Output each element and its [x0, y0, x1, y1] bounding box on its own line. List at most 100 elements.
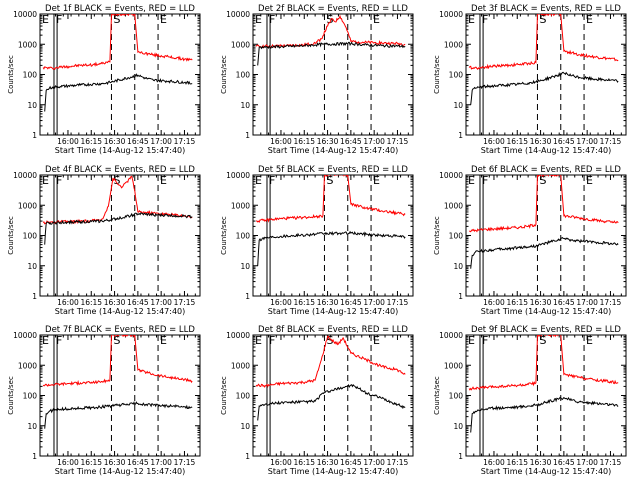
x-tick-label: 16:30	[317, 458, 339, 467]
y-tick-label: 100	[236, 71, 251, 80]
y-tick-label: 100	[236, 392, 251, 401]
marker-label: E	[255, 13, 262, 26]
panel-title: Det 4f BLACK = Events, RED = LLD	[45, 165, 195, 175]
marker-label: E	[468, 13, 475, 26]
x-tick-label: 16:15	[293, 137, 315, 146]
y-tick-label: 10	[240, 262, 250, 271]
y-tick-label: 1	[458, 292, 463, 301]
y-tick-label: 1000	[18, 40, 37, 49]
x-tick-label: 16:15	[506, 137, 528, 146]
series-line-events	[44, 73, 193, 112]
y-tick-label: 1000	[444, 40, 463, 49]
y-tick-label: 10	[27, 262, 37, 271]
marker-label: E	[42, 13, 49, 26]
y-axis-label: Counts/sec	[433, 216, 441, 255]
series-line-events	[470, 236, 619, 269]
y-tick-label: 1	[458, 452, 463, 461]
chart-panel-1: Det 1f BLACK = Events, RED = LLD 1 10 100 10…	[7, 4, 201, 155]
chart-panel-3: Det 3f BLACK = Events, RED = LLD 1 10 100 10…	[433, 4, 627, 155]
y-tick-label: 10000	[13, 10, 37, 19]
marker-label: F	[269, 13, 275, 26]
series-line-lld	[468, 14, 619, 71]
marker-label: F	[56, 174, 62, 187]
x-tick-label: 16:15	[506, 298, 528, 307]
marker-label: S	[113, 13, 120, 26]
series-line-lld	[42, 14, 193, 70]
x-tick-label: 16:30	[317, 298, 339, 307]
x-tick-label: 16:00	[483, 137, 505, 146]
x-tick-label: 16:00	[483, 458, 505, 467]
y-axis-label: Counts/sec	[433, 376, 441, 415]
x-tick-label: 16:30	[530, 458, 552, 467]
marker-label: S	[539, 13, 546, 26]
x-tick-label: 16:15	[80, 458, 102, 467]
y-tick-label: 100	[449, 232, 464, 241]
x-tick-label: 16:45	[127, 458, 149, 467]
x-tick-label: 16:15	[80, 137, 102, 146]
x-tick-label: 16:45	[127, 137, 149, 146]
series-line-events	[44, 212, 193, 245]
y-tick-label: 1000	[231, 201, 250, 210]
y-tick-label: 1	[245, 292, 250, 301]
y-tick-label: 1000	[231, 40, 250, 49]
chart-panel-7: Det 7f BLACK = Events, RED = LLD 1 10 100 10…	[7, 325, 201, 476]
x-axis-label: Start Time (14-Aug-12 15:47:40)	[55, 146, 186, 155]
x-tick-label: 16:30	[530, 298, 552, 307]
marker-label: E	[255, 334, 262, 347]
x-axis-label: Start Time (14-Aug-12 15:47:40)	[268, 467, 399, 476]
y-tick-label: 10000	[13, 171, 37, 180]
x-tick-label: 16:45	[553, 298, 575, 307]
panel-title: Det 9f BLACK = Events, RED = LLD	[471, 325, 621, 335]
y-tick-label: 1	[32, 292, 37, 301]
panel-title: Det 8f BLACK = Events, RED = LLD	[258, 325, 408, 335]
series-line-lld	[469, 175, 619, 233]
x-tick-label: 17:00	[363, 298, 385, 307]
x-tick-label: 17:00	[576, 137, 598, 146]
chart-panel-4: Det 4f BLACK = Events, RED = LLD 1 10 100 10…	[7, 165, 201, 316]
marker-label: E	[255, 174, 262, 187]
marker-label: S	[326, 13, 333, 26]
y-tick-label: 10	[240, 101, 250, 110]
y-tick-label: 10	[453, 101, 463, 110]
marker-label: E	[42, 334, 49, 347]
axis-frame	[465, 174, 627, 297]
series-line-events	[44, 401, 193, 429]
x-tick-label: 16:00	[57, 298, 79, 307]
x-tick-label: 17:00	[363, 458, 385, 467]
chart-panel-2: Det 2f BLACK = Events, RED = LLD 1 10 100 10…	[220, 4, 414, 155]
panel-title: Det 7f BLACK = Events, RED = LLD	[45, 325, 195, 335]
x-tick-label: 16:30	[104, 458, 126, 467]
marker-label: E	[160, 174, 167, 187]
series-line-lld	[255, 175, 406, 224]
chart-panel-8: Det 8f BLACK = Events, RED = LLD 1 10 100 10…	[220, 325, 414, 476]
series-line-lld	[42, 175, 193, 225]
marker-label: S	[326, 334, 333, 347]
y-tick-label: 1	[245, 131, 250, 140]
x-tick-label: 17:00	[576, 298, 598, 307]
y-tick-label: 10	[240, 422, 250, 431]
y-axis-label: Counts/sec	[7, 55, 15, 94]
y-tick-label: 1000	[444, 201, 463, 210]
marker-label: F	[482, 13, 488, 26]
y-tick-label: 1	[458, 131, 463, 140]
x-axis-label: Start Time (14-Aug-12 15:47:40)	[481, 146, 612, 155]
y-tick-label: 1	[32, 452, 37, 461]
y-tick-label: 10000	[13, 331, 37, 340]
y-tick-label: 10	[27, 422, 37, 431]
series-line-lld	[42, 335, 193, 387]
series-line-events	[257, 230, 406, 266]
x-tick-label: 17:00	[150, 137, 172, 146]
y-tick-label: 1000	[231, 361, 250, 370]
x-tick-label: 16:30	[317, 137, 339, 146]
marker-label: S	[326, 174, 333, 187]
panel-title: Det 2f BLACK = Events, RED = LLD	[258, 4, 408, 14]
marker-label: F	[269, 174, 275, 187]
y-tick-label: 10000	[226, 171, 250, 180]
x-tick-label: 17:00	[150, 458, 172, 467]
axis-frame	[465, 334, 627, 457]
marker-label: E	[586, 334, 593, 347]
x-axis-label: Start Time (14-Aug-12 15:47:40)	[268, 146, 399, 155]
x-tick-label: 16:30	[104, 137, 126, 146]
marker-label: S	[113, 334, 120, 347]
